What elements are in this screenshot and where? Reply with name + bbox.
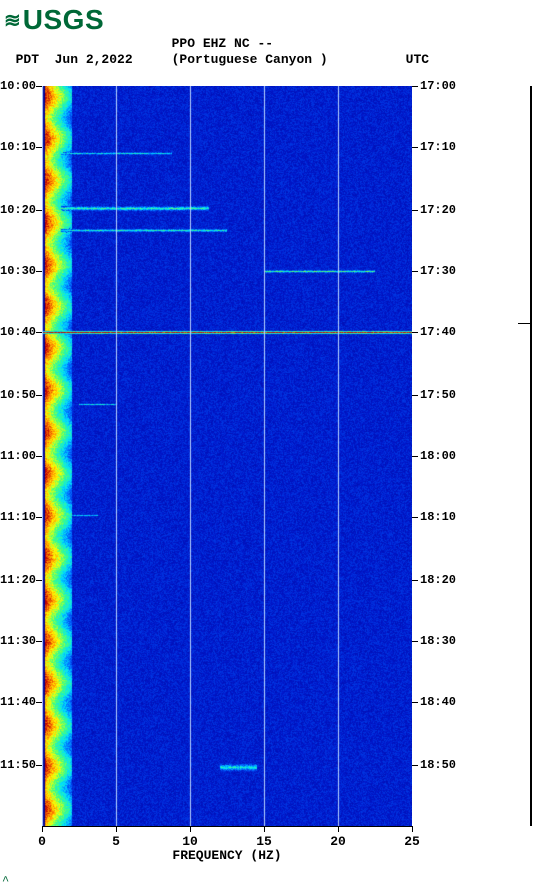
y-label-right: 17:50 <box>420 388 456 402</box>
y-label-right: 18:10 <box>420 510 456 524</box>
y-label-left: 11:40 <box>0 695 34 709</box>
y-tick-right <box>412 641 418 642</box>
y-label-right: 18:40 <box>420 695 456 709</box>
y-label-right: 17:20 <box>420 203 456 217</box>
y-tick-left <box>36 765 42 766</box>
y-tick-right <box>412 517 418 518</box>
spectrogram-canvas <box>42 86 412 826</box>
y-label-right: 18:00 <box>420 449 456 463</box>
y-tick-right <box>412 395 418 396</box>
y-tick-left <box>36 517 42 518</box>
y-tick-right <box>412 271 418 272</box>
x-tick-label: 20 <box>330 834 346 849</box>
y-tick-left <box>36 332 42 333</box>
y-tick-left <box>36 395 42 396</box>
y-label-left: 11:10 <box>0 510 34 524</box>
footer-mark: ^ <box>2 874 9 888</box>
y-label-left: 11:30 <box>0 634 34 648</box>
y-tick-left <box>36 271 42 272</box>
x-tick-label: 0 <box>38 834 46 849</box>
header-line1: PPO EHZ NC -- <box>0 36 552 51</box>
spectrogram-plot <box>42 86 412 826</box>
side-rail-tick <box>518 323 530 324</box>
y-tick-right <box>412 702 418 703</box>
x-tick-label: 15 <box>256 834 272 849</box>
y-label-left: 10:30 <box>0 264 34 278</box>
y-tick-left <box>36 580 42 581</box>
x-tick <box>412 826 413 832</box>
y-label-right: 18:30 <box>420 634 456 648</box>
usgs-logo: ≋ USGS <box>4 4 104 36</box>
x-tick <box>338 826 339 832</box>
x-tick <box>42 826 43 832</box>
logo-text: USGS <box>23 4 104 36</box>
y-tick-right <box>412 147 418 148</box>
y-tick-right <box>412 332 418 333</box>
y-tick-left <box>36 456 42 457</box>
y-label-left: 10:40 <box>0 325 34 339</box>
y-tick-left <box>36 86 42 87</box>
header-line2: PDT Jun 2,2022 (Portuguese Canyon ) UTC <box>0 52 552 67</box>
y-tick-right <box>412 86 418 87</box>
y-label-left: 11:20 <box>0 573 34 587</box>
x-tick-label: 10 <box>182 834 198 849</box>
y-tick-right <box>412 765 418 766</box>
y-label-left: 11:00 <box>0 449 34 463</box>
x-tick-label: 5 <box>112 834 120 849</box>
y-label-left: 10:50 <box>0 388 34 402</box>
y-tick-left <box>36 641 42 642</box>
x-tick-label: 25 <box>404 834 420 849</box>
side-rail <box>530 86 532 826</box>
wave-icon: ≋ <box>4 8 21 33</box>
x-tick <box>190 826 191 832</box>
x-axis-line <box>42 826 412 827</box>
x-axis-label: FREQUENCY (HZ) <box>172 848 281 863</box>
y-label-right: 18:20 <box>420 573 456 587</box>
y-label-left: 11:50 <box>0 758 34 772</box>
y-tick-left <box>36 147 42 148</box>
y-label-left: 10:20 <box>0 203 34 217</box>
x-tick <box>264 826 265 832</box>
y-tick-left <box>36 210 42 211</box>
y-label-left: 10:10 <box>0 140 34 154</box>
y-label-right: 17:40 <box>420 325 456 339</box>
y-label-right: 17:10 <box>420 140 456 154</box>
y-tick-right <box>412 210 418 211</box>
y-tick-left <box>36 702 42 703</box>
y-tick-right <box>412 580 418 581</box>
y-tick-right <box>412 456 418 457</box>
y-label-right: 17:30 <box>420 264 456 278</box>
page-root: ≋ USGS . PPO EHZ NC -- PDT Jun 2,2022 (P… <box>0 0 552 892</box>
y-label-right: 17:00 <box>420 79 456 93</box>
y-label-left: 10:00 <box>0 79 34 93</box>
y-label-right: 18:50 <box>420 758 456 772</box>
x-tick <box>116 826 117 832</box>
